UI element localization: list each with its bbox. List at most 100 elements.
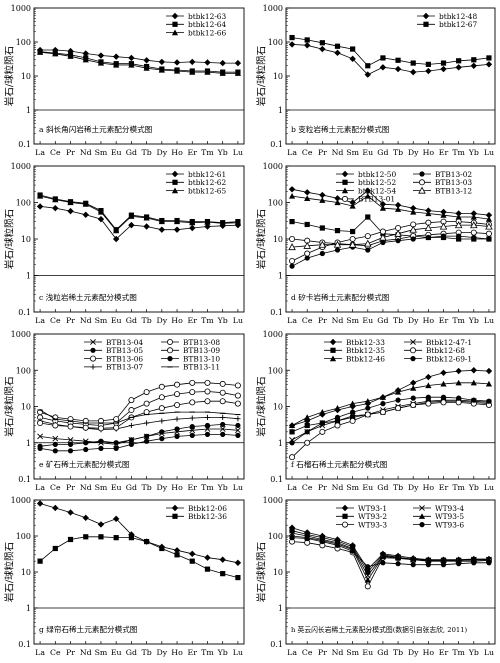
marker-open-circle xyxy=(289,257,296,264)
x-tick-label: Gd xyxy=(377,148,388,157)
marker-x xyxy=(349,412,356,419)
x-tick-label: Ce xyxy=(50,483,61,492)
marker-diamond xyxy=(425,373,432,381)
marker-square xyxy=(159,545,165,552)
marker-triangle xyxy=(97,208,105,215)
x-tick-label: Dy xyxy=(156,148,167,157)
legend-label: Btbk12-35 xyxy=(346,346,385,355)
series-Btbk12-33 xyxy=(288,367,493,429)
series-btbk12-67 xyxy=(289,34,492,69)
marker-square xyxy=(395,57,401,63)
x-tick-label: Er xyxy=(188,483,198,492)
marker-plus xyxy=(220,414,226,421)
x-tick-label: Tb xyxy=(142,648,152,657)
y-tick-label: 10 xyxy=(273,235,283,244)
marker-triangle xyxy=(329,355,337,362)
marker-diamond xyxy=(319,191,326,199)
y-tick-label: 0.1 xyxy=(18,475,31,484)
marker-open-circle xyxy=(234,392,241,399)
marker-square xyxy=(486,55,492,61)
marker-diamond xyxy=(143,57,150,64)
marker-x xyxy=(189,427,196,434)
x-tick-label: Pr xyxy=(66,316,75,325)
marker-open-circle xyxy=(219,389,226,396)
marker-filled-circle xyxy=(52,448,58,454)
x-tick-label: Nd xyxy=(332,483,344,492)
marker-x xyxy=(52,435,59,442)
legend: Btbk12-33Btbk12-35Btbk12-46Btbk12-47-1Bt… xyxy=(324,338,472,363)
x-tick-label: Ce xyxy=(302,483,313,492)
legend-label: BTB13-03 xyxy=(435,178,472,187)
y-tick-label: 10 xyxy=(21,235,31,244)
legend-label: BTB13-07 xyxy=(106,363,143,372)
marker-triangle xyxy=(425,557,432,564)
x-tick-label: Eu xyxy=(111,148,122,157)
marker-triangle xyxy=(82,56,89,63)
marker-triangle xyxy=(52,50,59,57)
marker-diamond xyxy=(189,58,196,66)
marker-open-circle xyxy=(128,407,135,414)
marker-diamond xyxy=(143,223,150,230)
x-tick-label: Gd xyxy=(126,648,137,657)
marker-x xyxy=(37,433,44,440)
x-tick-label: Eu xyxy=(362,316,373,325)
chart-panel-e: 0.1 1 10 100 1000 La Ce Pr Nd Sm Eu Gd Tb Dy Ho Er Tm Yb L… xyxy=(4,330,245,492)
marker-diamond xyxy=(171,12,179,20)
x-tick-label: Pr xyxy=(318,148,327,157)
y-axis-label: 岩石/球粒陨石 xyxy=(256,542,268,602)
marker-square xyxy=(342,513,348,519)
marker-filled-circle xyxy=(350,409,356,415)
legend-label: BTB13-12 xyxy=(435,186,472,195)
y-axis-label: 岩石/球粒陨石 xyxy=(256,46,268,106)
y-tick-label: 1 xyxy=(26,439,31,448)
panel-caption: b 变粒岩稀土元素配分模式图 xyxy=(291,124,389,134)
marker-diamond xyxy=(204,59,211,66)
x-tick-label: Dy xyxy=(156,483,167,492)
marker-triangle xyxy=(319,197,326,203)
marker-diamond xyxy=(36,203,44,210)
legend-label: WT93-4 xyxy=(435,504,464,513)
y-axis-label: 岩石/球粒陨石 xyxy=(256,376,268,436)
marker-diamond xyxy=(349,55,356,63)
x-tick-label: Ho xyxy=(423,483,435,492)
x-tick-label: Tm xyxy=(201,148,214,157)
x-tick-label: Yb xyxy=(468,148,479,157)
x-tick-label: La xyxy=(35,648,45,657)
marker-triangle xyxy=(36,49,44,55)
series-Btbk12-36 xyxy=(37,534,241,581)
y-tick-label: 0.1 xyxy=(270,640,283,649)
marker-filled-circle xyxy=(456,561,462,567)
marker-x xyxy=(234,427,241,434)
marker-open-triangle xyxy=(348,240,357,248)
marker-open-triangle xyxy=(409,225,417,233)
marker-diamond xyxy=(394,201,402,209)
legend-label: Btbk12-33 xyxy=(346,338,385,347)
marker-square xyxy=(189,558,195,564)
y-axis-label: 岩石/球粒陨石 xyxy=(256,209,268,269)
marker-square xyxy=(172,179,178,185)
marker-plus xyxy=(189,415,195,421)
legend-label: Btbk12-06 xyxy=(188,504,227,513)
marker-open-circle xyxy=(174,391,181,398)
marker-filled-circle xyxy=(410,395,416,401)
marker-filled-circle xyxy=(365,405,371,411)
x-tick-label: Ho xyxy=(171,148,183,157)
marker-open-circle xyxy=(166,338,173,345)
marker-triangle xyxy=(143,65,150,71)
marker-triangle xyxy=(97,59,105,66)
marker-filled-circle xyxy=(456,395,462,401)
marker-open-circle xyxy=(470,229,477,236)
marker-open-circle xyxy=(52,422,59,429)
marker-triangle xyxy=(234,70,242,76)
x-tick-label: Eu xyxy=(111,316,122,325)
marker-triangle xyxy=(67,53,74,59)
marker-filled-circle xyxy=(220,421,226,428)
marker-square xyxy=(289,528,295,534)
marker-diamond xyxy=(82,211,89,219)
marker-open-circle xyxy=(379,409,386,416)
marker-diamond xyxy=(470,62,477,69)
marker-open-circle xyxy=(219,398,226,405)
legend-label: BTB13-05 xyxy=(106,346,143,355)
x-tick-label: La xyxy=(287,648,297,657)
